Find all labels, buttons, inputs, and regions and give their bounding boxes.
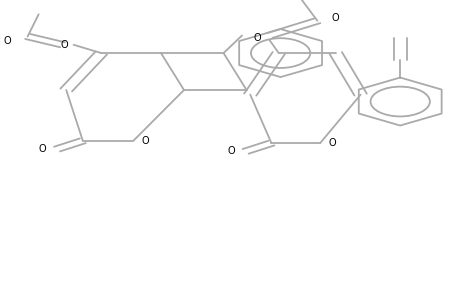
Text: O: O <box>253 33 261 43</box>
Text: O: O <box>331 14 339 23</box>
Text: O: O <box>4 36 11 46</box>
Text: O: O <box>141 136 149 146</box>
Text: O: O <box>39 144 46 154</box>
Text: O: O <box>227 146 234 156</box>
Text: O: O <box>61 40 68 50</box>
Text: O: O <box>328 138 335 148</box>
